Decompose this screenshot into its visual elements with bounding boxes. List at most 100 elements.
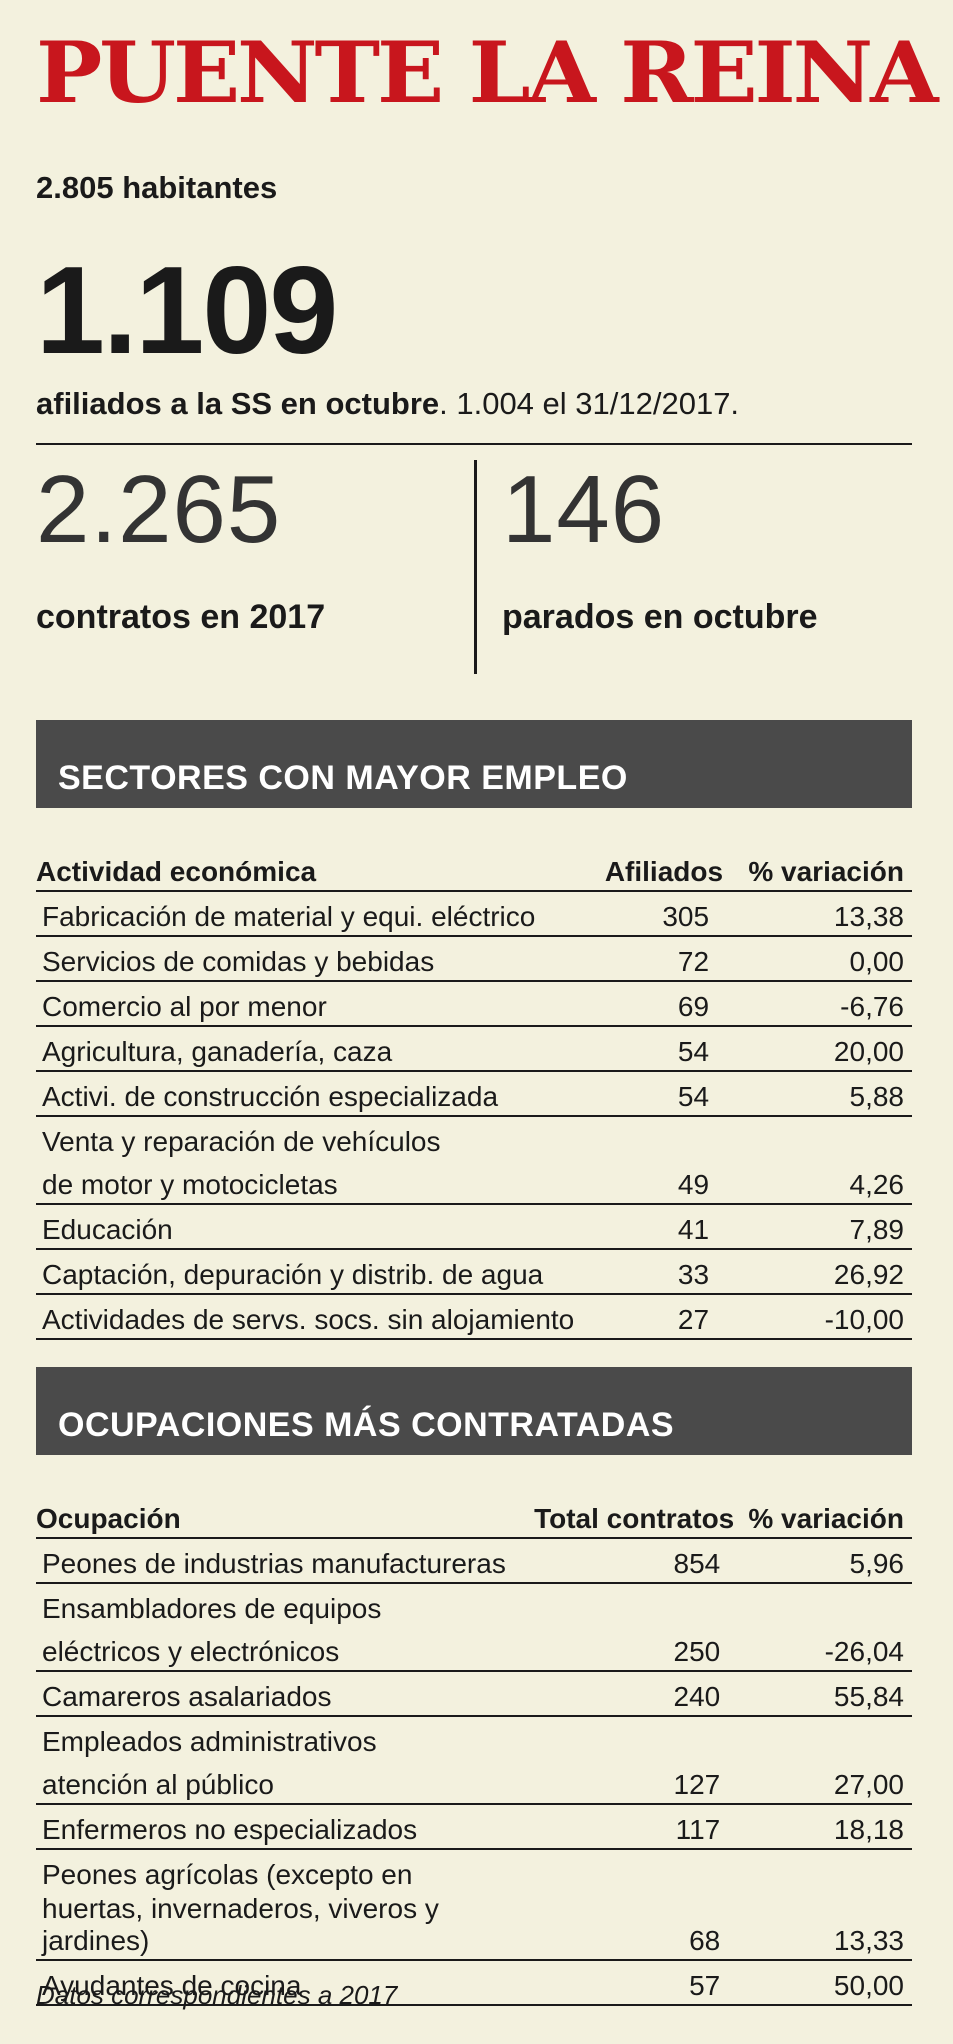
- row-variation: -26,04: [734, 1627, 912, 1672]
- row-count: [605, 1116, 723, 1160]
- table-row: Educación 41 7,89: [36, 1204, 912, 1250]
- row-count: 69: [604, 981, 724, 1027]
- ocupaciones-rows: Peones de industrias manufactureras 854 5,…: [36, 1538, 912, 2006]
- row-count: 305: [604, 891, 724, 937]
- row-label: Comercio al por menor: [36, 981, 605, 1027]
- row-label: atención al público: [36, 1760, 535, 1805]
- table-row: eléctricos y electrónicos 250 -26,04: [36, 1627, 912, 1672]
- row-variation: 13,33: [734, 1893, 912, 1961]
- table-row: Peones de industrias manufactureras 854 5,…: [36, 1538, 912, 1584]
- table-row: Ensambladores de equipos: [36, 1583, 912, 1627]
- parados-value: 146: [502, 456, 666, 563]
- row-variation: 20,00: [723, 1026, 912, 1072]
- col-variacion: % variación: [723, 848, 912, 892]
- row-count: 240: [534, 1671, 735, 1717]
- table-row: huertas, invernaderos, viveros y jardine…: [36, 1893, 912, 1961]
- row-label: huertas, invernaderos, viveros y jardine…: [36, 1893, 535, 1961]
- row-label: eléctricos y electrónicos: [36, 1627, 535, 1672]
- footnote: Datos correspondientes a 2017: [36, 1980, 398, 2010]
- row-variation: 18,18: [734, 1804, 912, 1850]
- sectores-table: Actividad económica Afiliados % variació…: [36, 848, 912, 1340]
- row-label: Camareros asalariados: [36, 1671, 535, 1717]
- row-label: Ayudantes de cocina: [36, 1960, 535, 2006]
- population: 2.805 habitantes: [36, 170, 278, 205]
- table-row: Comercio al por menor 69 -6,76: [36, 981, 912, 1027]
- row-variation: 7,89: [723, 1204, 912, 1250]
- row-count: 854: [534, 1538, 735, 1584]
- row-label: Actividades de servs. socs. sin alojamie…: [36, 1294, 605, 1340]
- stats-divider: [474, 460, 477, 674]
- col-afiliados: Afiliados: [604, 848, 724, 892]
- ocupaciones-table: Ocupación Total contratos % variación Pe…: [36, 1495, 912, 2006]
- row-count: 41: [604, 1204, 724, 1250]
- table-row: Enfermeros no especializados 117 18,18: [36, 1804, 912, 1850]
- town-title: PUENTE LA REINA: [36, 23, 939, 122]
- sectores-title: SECTORES CON MAYOR EMPLEO: [58, 759, 628, 797]
- row-count: 27: [604, 1294, 724, 1340]
- row-count: 117: [534, 1804, 735, 1850]
- afiliados-caption-rest: . 1.004 el 31/12/2017.: [439, 386, 740, 421]
- row-label: Agricultura, ganadería, caza: [36, 1026, 605, 1072]
- row-count: 68: [534, 1893, 735, 1961]
- row-label: Ensambladores de equipos: [42, 1593, 382, 1624]
- row-variation: [734, 1849, 912, 1893]
- row-count: 250: [534, 1627, 735, 1672]
- row-variation: 4,26: [723, 1160, 912, 1205]
- row-count: [534, 1583, 734, 1627]
- row-label: Captación, depuración y distrib. de agua: [36, 1249, 605, 1295]
- contratos-value: 2.265: [36, 456, 282, 563]
- table-row: atención al público 127 27,00: [36, 1760, 912, 1805]
- table-row: Captación, depuración y distrib. de agua…: [36, 1249, 912, 1295]
- table-row: Ayudantes de cocina 57 50,00: [36, 1960, 912, 2006]
- row-variation: [734, 1716, 912, 1760]
- row-label: Venta y reparación de vehículos: [42, 1126, 441, 1157]
- row-label: Enfermeros no especializados: [36, 1804, 535, 1850]
- row-count: 54: [604, 1071, 724, 1117]
- afiliados-value: 1.109: [36, 242, 338, 380]
- row-label: Educación: [36, 1204, 605, 1250]
- ocupaciones-title: OCUPACIONES MÁS CONTRATADAS: [58, 1406, 675, 1444]
- row-label: Fabricación de material y equi. eléctric…: [36, 891, 605, 937]
- sectores-rows: Fabricación de material y equi. eléctric…: [36, 891, 912, 1340]
- ocupaciones-header: OCUPACIONES MÁS CONTRATADAS: [36, 1367, 912, 1455]
- row-variation: [734, 1583, 912, 1627]
- row-variation: [723, 1116, 912, 1160]
- parados-label: parados en octubre: [502, 598, 818, 636]
- row-variation: 5,96: [734, 1538, 912, 1584]
- table-row: de motor y motocicletas 49 4,26: [36, 1160, 912, 1205]
- afiliados-caption: afiliados a la SS en octubre. 1.004 el 3…: [36, 386, 739, 422]
- row-variation: 50,00: [734, 1960, 912, 2006]
- table-row: Agricultura, ganadería, caza 54 20,00: [36, 1026, 912, 1072]
- row-count: 54: [604, 1026, 724, 1072]
- table-row: Servicios de comidas y bebidas 72 0,00: [36, 936, 912, 982]
- afiliados-caption-bold: afiliados a la SS en octubre: [36, 386, 440, 421]
- sectores-header: SECTORES CON MAYOR EMPLEO: [36, 720, 912, 808]
- table-row: Peones agrícolas (excepto en: [36, 1849, 912, 1893]
- row-variation: 55,84: [734, 1671, 912, 1717]
- row-count: [534, 1849, 734, 1893]
- row-count: 57: [534, 1960, 735, 2006]
- table-row: Fabricación de material y equi. eléctric…: [36, 891, 912, 937]
- row-label: Peones de industrias manufactureras: [36, 1538, 535, 1584]
- col-variacion: % variación: [734, 1495, 912, 1539]
- row-count: 49: [604, 1160, 724, 1205]
- table-row: Venta y reparación de vehículos: [36, 1116, 912, 1160]
- contratos-label: contratos en 2017: [36, 598, 326, 636]
- row-variation: 27,00: [734, 1760, 912, 1805]
- row-label: Peones agrícolas (excepto en: [42, 1859, 413, 1890]
- row-count: 33: [604, 1249, 724, 1295]
- table-header-row: Ocupación Total contratos % variación: [36, 1495, 912, 1539]
- divider: [36, 443, 912, 445]
- col-total-contratos: Total contratos: [534, 1495, 735, 1539]
- row-label: Servicios de comidas y bebidas: [36, 936, 605, 982]
- table-header-row: Actividad económica Afiliados % variació…: [36, 848, 912, 892]
- col-actividad: Actividad económica: [36, 848, 605, 892]
- table-row: Camareros asalariados 240 55,84: [36, 1671, 912, 1717]
- row-variation: 0,00: [723, 936, 912, 982]
- row-variation: 5,88: [723, 1071, 912, 1117]
- row-variation: 26,92: [723, 1249, 912, 1295]
- table-row: Actividades de servs. socs. sin alojamie…: [36, 1294, 912, 1340]
- row-count: 127: [534, 1760, 735, 1805]
- row-label: Empleados administrativos: [42, 1726, 377, 1757]
- row-count: [534, 1716, 734, 1760]
